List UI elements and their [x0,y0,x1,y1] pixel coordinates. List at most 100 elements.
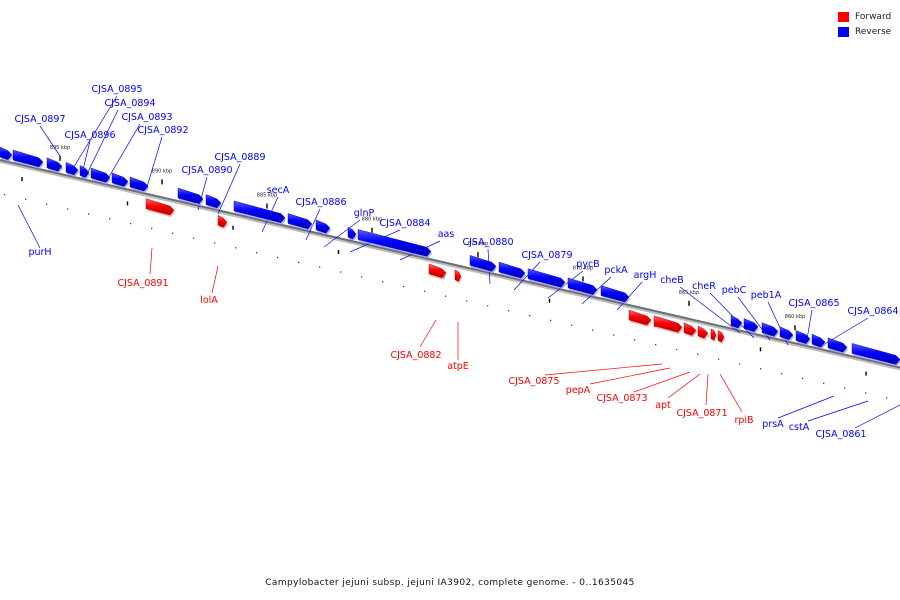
label-leader [544,363,663,376]
guide-dot [88,213,90,215]
guide-dot [193,237,195,239]
gene-label: argH [634,270,657,281]
guide-dot [760,368,762,370]
gene-arrow [79,165,90,178]
gene-label: CJSA_0864 [847,306,898,317]
gene-label: CJSA_0880 [462,237,513,248]
guide-dot [382,281,384,283]
gene-arrow [761,322,779,337]
gene-arrow [233,200,286,223]
tick-label: 885 kbp [257,193,277,199]
gene-label: CJSA_0896 [64,130,115,141]
gene-arrow [129,176,149,192]
label-leader [323,219,361,248]
guide-dot [886,397,888,399]
label-leader-lines [17,95,900,429]
gene-arrow [498,261,526,279]
guide-dot [634,339,636,341]
gene-arrow [145,198,175,216]
guide-dot [25,198,27,201]
gene-label: cstA [789,422,810,433]
gene-arrow [567,277,598,295]
gene-label: apt [655,400,671,411]
label-leader [616,281,643,311]
gene-label: CJSA_0891 [117,278,168,289]
guide-dot [67,208,69,210]
backbone-shadow [0,160,900,371]
guide-dot [508,310,510,312]
tick-label: 865 kbp [679,290,699,296]
guide-dot [655,343,657,346]
tick-label: 890 kbp [152,168,172,174]
backbone-line [0,159,900,369]
legend-reverse-label: Reverse [855,26,892,37]
gene-label: rpiB [734,415,753,426]
label-leader [419,319,437,348]
legend-reverse-swatch [838,26,849,37]
label-leader [589,367,671,385]
label-leader [71,95,118,171]
legend-reverse: Reverse [838,24,891,39]
gene-label: glnP [354,208,375,219]
tick-label: 895 kbp [50,145,70,151]
gene-label: pebC [722,285,747,296]
guide-dot [781,373,783,375]
gene-label: CJSA_0871 [676,408,727,419]
label-leader [777,395,835,419]
gene-arrow [12,149,44,168]
guide-dot [46,203,48,205]
gene-label: CJSA_0892 [137,125,188,136]
guide-dot [550,319,552,322]
gene-arrow [0,146,13,161]
guide-dot [697,353,699,355]
guide-dot [151,227,153,230]
guide-dot [298,261,300,263]
guide-dot [802,377,804,380]
gene-label: pycB [576,259,599,270]
gene-arrow [779,326,794,341]
guide-dot [214,242,216,244]
gene-arrow [90,167,111,183]
gene-label: CJSA_0865 [788,298,839,309]
legend-forward-swatch [838,11,849,22]
genome-caption: Campylobacter jejuni subsp. jejuni IA390… [265,578,635,588]
guide-dot [4,193,6,196]
label-leader [807,400,869,422]
label-leader [705,373,709,406]
gene-arrow [469,255,497,272]
gene-label: aas [438,229,455,240]
guide-dot [718,358,720,360]
gene-label: CJSA_0861 [815,429,866,440]
dotted-guide [4,193,888,399]
gene-label: CJSA_0884 [379,218,430,229]
gene-arrow [697,325,709,339]
gene-arrow [315,219,331,234]
legend-forward-label: Forward [855,11,892,22]
guide-dot [844,387,846,389]
label-leader [17,204,41,249]
gene-arrow [600,285,630,303]
label-leader [854,404,900,429]
gene-label: CJSA_0897 [14,114,65,125]
label-leader [85,109,119,177]
guide-dot [865,392,867,394]
gene-arrow [65,161,79,176]
guide-dot [571,324,573,326]
gene-arrow [795,330,811,344]
tick-label: 880 kbp [362,217,382,223]
guide-dot [403,285,405,288]
gene-arrow [46,157,63,172]
gene-arrow [628,309,652,326]
guide-dot [592,329,594,331]
legend-forward: Forward [838,9,891,24]
label-leader [719,373,743,413]
gene-arrow [205,194,222,209]
gene-arrow [653,315,683,333]
gene-label: atpE [447,361,469,372]
guide-dot [256,252,258,254]
guide-dot [739,363,741,365]
gene-arrow [428,263,447,279]
guide-dot [172,232,174,234]
guide-dot [445,295,447,297]
gene-arrow [454,269,462,282]
